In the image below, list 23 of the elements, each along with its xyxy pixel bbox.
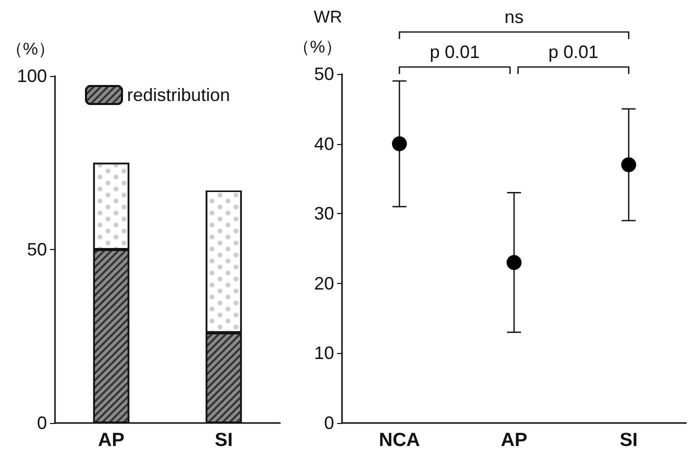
y-tick-label: 40 (314, 134, 334, 154)
y-axis-title: （%） (6, 40, 55, 58)
y-tick-label: 20 (314, 273, 334, 294)
y-tick-label: 10 (314, 343, 334, 364)
y-tick-label: 30 (314, 204, 334, 224)
y-tick-label: 100 (16, 66, 47, 86)
y-tick-label: 0 (324, 413, 334, 433)
point (621, 157, 636, 172)
text: ns (504, 7, 524, 27)
legend-label: redistribution (127, 85, 230, 105)
x-tick-label: AP (500, 430, 528, 450)
x-tick-label: SI (620, 430, 638, 450)
y-tick-label: 0 (36, 413, 47, 433)
text: p 0.01 (548, 42, 598, 62)
y-tick-label: 50 (26, 240, 47, 260)
y-axis-title: WR （%） (292, 8, 342, 56)
point (506, 254, 522, 270)
point (392, 136, 407, 152)
x-tick-label: AP (98, 430, 125, 450)
y-tick-label: 50 (314, 64, 334, 84)
text: p 0.01 (430, 42, 480, 62)
x-tick-label: SI (214, 430, 233, 450)
x-tick-label: NCA (378, 430, 420, 450)
